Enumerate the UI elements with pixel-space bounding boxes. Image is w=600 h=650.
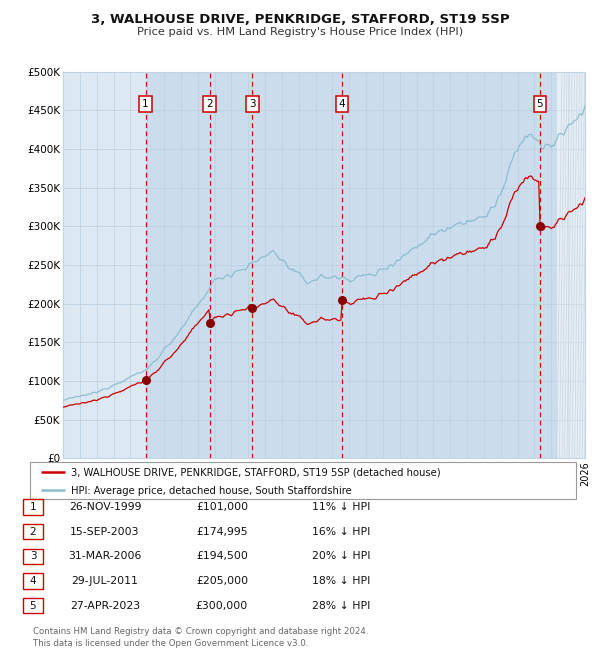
Bar [146,72,209,458]
Text: 1: 1 [29,502,37,512]
Text: 5: 5 [29,601,37,611]
Text: £205,000: £205,000 [196,576,248,586]
Bar [209,72,253,458]
Text: 2: 2 [206,99,213,109]
Bar [253,72,342,458]
Text: Price paid vs. HM Land Registry's House Price Index (HPI): Price paid vs. HM Land Registry's House … [137,27,463,37]
Bar [557,72,585,458]
Text: 4: 4 [339,99,346,109]
Text: 3, WALHOUSE DRIVE, PENKRIDGE, STAFFORD, ST19 5SP (detached house): 3, WALHOUSE DRIVE, PENKRIDGE, STAFFORD, … [71,468,440,478]
Text: £300,000: £300,000 [196,601,248,611]
Text: 5: 5 [536,99,543,109]
Text: 27-APR-2023: 27-APR-2023 [70,601,140,611]
Text: 11% ↓ HPI: 11% ↓ HPI [312,502,370,512]
Text: 18% ↓ HPI: 18% ↓ HPI [312,576,370,586]
Text: 3, WALHOUSE DRIVE, PENKRIDGE, STAFFORD, ST19 5SP: 3, WALHOUSE DRIVE, PENKRIDGE, STAFFORD, … [91,13,509,26]
Text: £174,995: £174,995 [196,526,248,537]
Text: 29-JUL-2011: 29-JUL-2011 [71,576,139,586]
Text: 3: 3 [249,99,256,109]
Text: 16% ↓ HPI: 16% ↓ HPI [312,526,370,537]
Text: 15-SEP-2003: 15-SEP-2003 [70,526,140,537]
Text: HPI: Average price, detached house, South Staffordshire: HPI: Average price, detached house, Sout… [71,486,352,495]
Text: 3: 3 [29,551,37,562]
Text: £101,000: £101,000 [196,502,248,512]
Text: Contains HM Land Registry data © Crown copyright and database right 2024.
This d: Contains HM Land Registry data © Crown c… [33,627,368,648]
Text: 28% ↓ HPI: 28% ↓ HPI [312,601,370,611]
Text: 20% ↓ HPI: 20% ↓ HPI [312,551,371,562]
Text: 2: 2 [29,526,37,537]
Text: 26-NOV-1999: 26-NOV-1999 [69,502,141,512]
Text: 1: 1 [142,99,149,109]
Bar [540,72,557,458]
Text: 4: 4 [29,576,37,586]
Text: 31-MAR-2006: 31-MAR-2006 [68,551,142,562]
Text: £194,500: £194,500 [196,551,248,562]
Bar [342,72,540,458]
